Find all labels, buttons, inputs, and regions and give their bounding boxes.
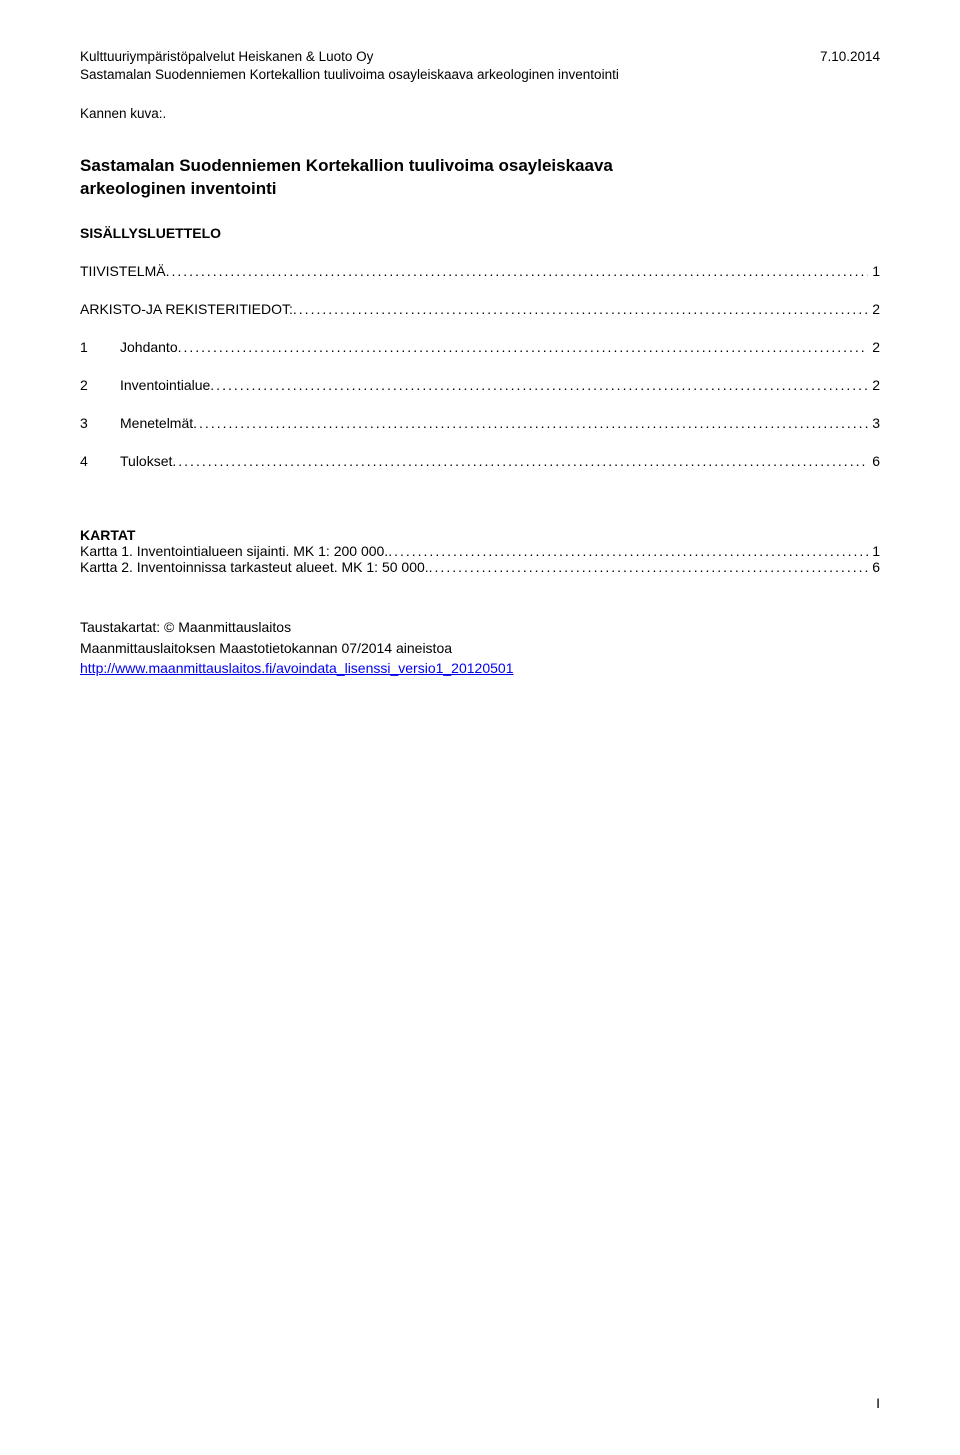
page-number: I <box>876 1395 880 1411</box>
toc-leader <box>388 543 868 559</box>
toc-entry: TIIVISTELMÄ 1 <box>80 263 880 279</box>
toc-leader <box>210 377 868 393</box>
toc-group-5: 3 Menetelmät 3 <box>80 415 880 431</box>
toc-label: ARKISTO-JA REKISTERITIEDOT: <box>80 301 293 317</box>
license-link[interactable]: http://www.maanmittauslaitos.fi/avoindat… <box>80 660 513 676</box>
header-subtitle: Sastamalan Suodenniemen Kortekallion tuu… <box>80 66 880 84</box>
toc-leader <box>429 559 869 575</box>
toc-group-6: 4 Tulokset 6 <box>80 453 880 469</box>
toc-page: 6 <box>868 453 880 469</box>
toc-leader <box>193 415 868 431</box>
toc-page: 2 <box>868 339 880 355</box>
toc-label: Johdanto <box>120 339 178 355</box>
toc-entry: 1 Johdanto 2 <box>80 339 880 355</box>
toc-label: TIIVISTELMÄ <box>80 263 166 279</box>
toc-page: 1 <box>868 263 880 279</box>
toc-entry: 2 Inventointialue 2 <box>80 377 880 393</box>
kartat-entry: Kartta 2. Inventoinnissa tarkasteut alue… <box>80 559 880 575</box>
toc-group-4: 2 Inventointialue 2 <box>80 377 880 393</box>
toc-heading: SISÄLLYSLUETTELO <box>80 225 880 241</box>
toc-page: 2 <box>868 377 880 393</box>
title-line-1: Sastamalan Suodenniemen Kortekallion tuu… <box>80 155 880 178</box>
toc-entry: 3 Menetelmät 3 <box>80 415 880 431</box>
toc-group-2: ARKISTO-JA REKISTERITIEDOT: 2 <box>80 301 880 317</box>
toc-group-1: TIIVISTELMÄ 1 <box>80 263 880 279</box>
toc-page: 2 <box>868 301 880 317</box>
toc-number: 4 <box>80 453 120 469</box>
toc-number: 2 <box>80 377 120 393</box>
tausta-line-1: Taustakartat: © Maanmittauslaitos <box>80 617 880 637</box>
tausta-line-2: Maanmittauslaitoksen Maastotietokannan 0… <box>80 638 880 658</box>
background-maps-block: Taustakartat: © Maanmittauslaitos Maanmi… <box>80 617 880 678</box>
title-line-2: arkeologinen inventointi <box>80 178 880 201</box>
toc-entry: ARKISTO-JA REKISTERITIEDOT: 2 <box>80 301 880 317</box>
toc-leader <box>166 263 869 279</box>
header-date: 7.10.2014 <box>820 48 880 66</box>
toc-label: Tulokset <box>120 453 172 469</box>
toc-group-3: 1 Johdanto 2 <box>80 339 880 355</box>
toc-entry: 4 Tulokset 6 <box>80 453 880 469</box>
toc-leader <box>172 453 868 469</box>
toc-leader <box>293 301 868 317</box>
toc-number: 3 <box>80 415 120 431</box>
kartat-label: Kartta 2. Inventoinnissa tarkasteut alue… <box>80 559 429 575</box>
kartat-heading: KARTAT <box>80 527 880 543</box>
toc-number: 1 <box>80 339 120 355</box>
kartat-entry: Kartta 1. Inventointialueen sijainti. MK… <box>80 543 880 559</box>
kartat-page: 6 <box>868 559 880 575</box>
kartat-label: Kartta 1. Inventointialueen sijainti. MK… <box>80 543 388 559</box>
toc-leader <box>178 339 869 355</box>
toc-label: Inventointialue <box>120 377 210 393</box>
toc-page: 3 <box>868 415 880 431</box>
kartat-page: 1 <box>868 543 880 559</box>
cover-image-caption: Kannen kuva:. <box>80 106 880 121</box>
header-company: Kulttuuriympäristöpalvelut Heiskanen & L… <box>80 48 373 66</box>
header-row: Kulttuuriympäristöpalvelut Heiskanen & L… <box>80 48 880 66</box>
toc-label: Menetelmät <box>120 415 193 431</box>
document-title: Sastamalan Suodenniemen Kortekallion tuu… <box>80 155 880 201</box>
